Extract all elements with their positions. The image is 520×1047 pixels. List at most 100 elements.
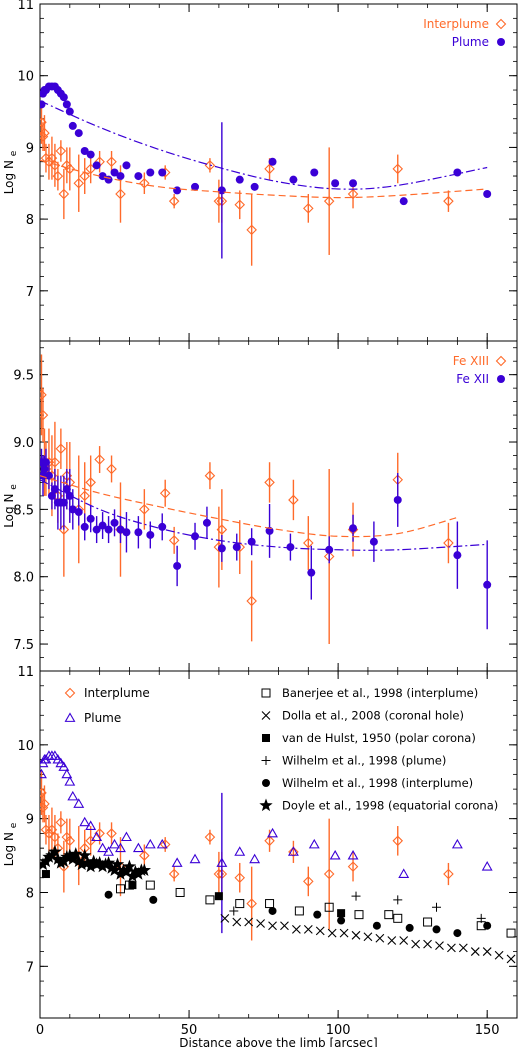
y-tick-label: 8.0 — [13, 571, 34, 586]
y-tick-label: 7.5 — [13, 638, 34, 653]
data-point — [98, 172, 107, 181]
data-point — [85, 835, 96, 847]
x-axis-label: Distance above the limb [arcsec] — [179, 1036, 377, 1047]
data-point — [42, 850, 56, 863]
data-point — [110, 518, 119, 527]
data-point — [324, 902, 334, 912]
legend: Fe XIII Fe XII — [453, 354, 507, 386]
data-point — [423, 939, 432, 949]
data-point — [121, 831, 132, 842]
data-point — [64, 776, 76, 786]
series-wilhelm-et-al-1998-plume- — [229, 891, 486, 923]
data-point — [149, 895, 158, 904]
data-point — [134, 172, 143, 181]
data-point — [54, 855, 68, 869]
data-point — [451, 838, 463, 849]
data-point — [347, 188, 359, 200]
y-tick-label: 9 — [26, 813, 34, 828]
legend-marker — [261, 711, 271, 720]
series-fit-interplume — [40, 159, 488, 199]
data-point — [267, 827, 278, 838]
y-axis-label-main: Log N — [2, 156, 16, 194]
data-point — [49, 456, 61, 468]
data-point — [189, 853, 201, 864]
data-point — [85, 477, 96, 488]
data-point — [323, 195, 335, 207]
legend-label: van de Hulst, 1950 (polar corona) — [282, 731, 476, 745]
data-point — [68, 505, 77, 514]
data-point — [246, 898, 257, 909]
data-point — [89, 857, 104, 871]
data-point — [375, 933, 385, 943]
fit-line — [40, 475, 458, 538]
data-point — [85, 820, 97, 830]
y-tick-label: 11 — [17, 0, 34, 13]
data-point — [443, 537, 454, 549]
data-point — [247, 537, 256, 546]
data-point — [443, 195, 454, 207]
data-point — [122, 528, 131, 537]
data-point — [139, 504, 150, 515]
plot-area — [40, 82, 492, 266]
data-point — [246, 224, 257, 236]
data-point — [435, 941, 444, 951]
data-point — [52, 170, 64, 182]
data-point — [48, 844, 62, 858]
y-tick-label: 8 — [26, 213, 34, 228]
legend-marker — [495, 18, 507, 30]
plot-area — [40, 354, 492, 645]
data-point — [168, 535, 180, 546]
data-point — [159, 839, 171, 850]
series-plume — [40, 750, 493, 934]
data-point — [51, 852, 65, 865]
data-point — [168, 195, 180, 207]
data-point — [398, 868, 410, 878]
y-tick-label: 7 — [26, 960, 34, 975]
series-doyle-et-al-1998-equatorial-corona- — [40, 844, 151, 882]
legend-right: Banerjee et al., 1998 (interplume) Dolla … — [259, 686, 498, 813]
data-point — [349, 179, 358, 188]
data-point — [156, 838, 168, 849]
data-point — [139, 850, 150, 861]
legend-label: Dolla et al., 2008 (coronal hole) — [282, 709, 464, 723]
data-point — [137, 863, 151, 876]
data-point — [220, 913, 230, 923]
series-interplume — [40, 100, 454, 266]
data-point — [349, 524, 358, 533]
data-point — [470, 947, 480, 956]
legend-label: Wilhelm et al., 1998 (interplume) — [282, 776, 473, 790]
data-point — [331, 179, 340, 188]
data-point — [132, 842, 144, 853]
data-point — [40, 798, 50, 810]
series-wilhelm-et-al-1998-interplume- — [104, 890, 492, 938]
data-point — [171, 857, 183, 867]
data-point — [313, 910, 322, 919]
data-point — [264, 835, 275, 847]
data-point — [60, 850, 74, 863]
data-point — [372, 921, 381, 930]
data-point — [294, 906, 304, 916]
data-point — [47, 491, 56, 500]
plot-area — [40, 750, 516, 964]
data-point — [244, 917, 254, 927]
data-point — [337, 916, 346, 925]
data-point — [98, 857, 113, 871]
series-fe-xii — [40, 448, 492, 630]
legend-label: Interplume — [84, 686, 150, 700]
legend-marker — [64, 687, 76, 699]
data-point — [216, 857, 228, 867]
y-tick-label: 10 — [17, 739, 34, 754]
data-point — [423, 917, 433, 927]
data-point — [268, 921, 277, 931]
data-point — [393, 495, 402, 504]
data-point — [69, 847, 83, 860]
data-point — [115, 884, 125, 894]
data-point — [246, 595, 257, 607]
series-dolla-et-al-2008-coronal-hole- — [220, 913, 516, 964]
data-point — [354, 910, 364, 920]
data-point — [106, 828, 117, 839]
y-axis-label-main: Log N — [2, 490, 16, 528]
data-point — [204, 470, 216, 481]
data-point — [55, 145, 67, 157]
data-point — [264, 477, 275, 488]
